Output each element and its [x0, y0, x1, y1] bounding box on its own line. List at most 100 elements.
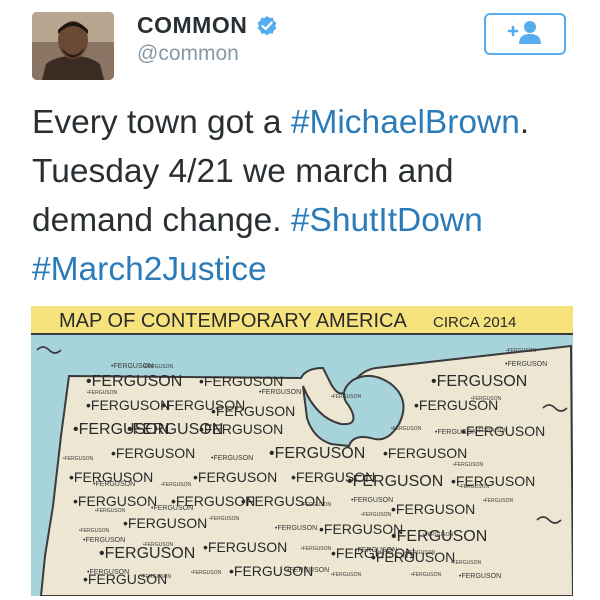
- ferguson-label-small: •FERGUSON: [275, 525, 317, 532]
- ferguson-label-large: •FERGUSON: [269, 445, 365, 462]
- ferguson-label-small: •FERGUSON: [351, 497, 393, 504]
- ferguson-label-small: •FERGUSON: [143, 364, 173, 370]
- ferguson-label-small: •FERGUSON: [301, 502, 331, 508]
- ferguson-label-large: •FERGUSON: [83, 571, 167, 587]
- ferguson-label-large: •FERGUSON: [431, 373, 527, 390]
- tweet-text-line: demand change. #ShutItDown: [32, 196, 572, 245]
- tweet-text-line: Every town got a #MichaelBrown.: [32, 98, 572, 147]
- author-name[interactable]: COMMON: [137, 12, 248, 38]
- tweet-header: COMMON @common: [0, 0, 600, 90]
- ferguson-label-large: •FERGUSON: [86, 373, 182, 390]
- ferguson-label-small: •FERGUSON: [483, 498, 513, 504]
- hashtag-link[interactable]: #MichaelBrown: [290, 104, 520, 141]
- ferguson-label-large: •FERGUSON: [241, 493, 325, 509]
- ferguson-label-large: •FERGUSON: [391, 501, 475, 517]
- hashtag-link[interactable]: #March2Justice: [32, 251, 267, 288]
- ferguson-label-large: •FERGUSON: [331, 545, 415, 561]
- ferguson-label-large: •FERGUSON: [73, 421, 169, 438]
- author-handle[interactable]: @common: [137, 42, 239, 65]
- ferguson-label-large: •FERGUSON: [211, 403, 295, 419]
- ferguson-label-large: •FERGUSON: [199, 421, 283, 437]
- ferguson-label-large: •FERGUSON: [383, 445, 467, 461]
- ferguson-label-small: •FERGUSON: [361, 512, 391, 518]
- follow-user-plus-icon: [505, 19, 545, 50]
- ferguson-label-small: •FERGUSON: [211, 455, 253, 462]
- ferguson-label-small: •FERGUSON: [301, 546, 331, 552]
- tweet-media-map[interactable]: MAP OF CONTEMPORARY AMERICA CIRCA 2014 •…: [31, 306, 573, 596]
- ferguson-label-large: •FERGUSON: [414, 397, 498, 413]
- ferguson-label-small: •FERGUSON: [391, 426, 421, 432]
- ferguson-label-large: •FERGUSON: [193, 469, 277, 485]
- ferguson-label-small: •FERGUSON: [141, 574, 171, 580]
- ferguson-label-small: •FERGUSON: [405, 550, 435, 556]
- author-name-row: COMMON: [137, 12, 278, 39]
- tweet-text-line: Tuesday 4/21 we march and: [32, 147, 572, 196]
- great-lakes: [302, 374, 405, 448]
- ferguson-label-large: •FERGUSON: [319, 521, 403, 537]
- ferguson-label-large: •FERGUSON: [291, 469, 375, 485]
- ferguson-label-small: •FERGUSON: [355, 547, 397, 554]
- map-cartoon: MAP OF CONTEMPORARY AMERICA CIRCA 2014 •…: [31, 306, 573, 596]
- ferguson-label-small: •FERGUSON: [411, 572, 441, 578]
- ferguson-label-small: •FERGUSON: [83, 537, 125, 544]
- ferguson-label-large: •FERGUSON: [451, 473, 535, 489]
- ferguson-label-small: •FERGUSON: [161, 482, 191, 488]
- hashtag-link[interactable]: #ShutItDown: [290, 202, 483, 239]
- tweet-text-segment: demand change.: [32, 202, 291, 239]
- ferguson-label-small: •FERGUSON: [93, 481, 135, 488]
- ferguson-label-large: •FERGUSON: [391, 528, 487, 545]
- ferguson-labels: •FERGUSON •FERGUSON•FERGUSON•FERGUSON•FER…: [63, 348, 547, 587]
- ferguson-label-large: •FERGUSON: [371, 549, 455, 565]
- tweet-text-segment: Every town got a: [32, 104, 291, 141]
- ferguson-label-small: •FERGUSON: [505, 361, 547, 368]
- ferguson-label-small: •FERGUSON: [453, 462, 483, 468]
- map-title-suffix: CIRCA 2014: [433, 314, 516, 331]
- verified-badge-icon: [256, 15, 278, 37]
- ferguson-label-large: •FERGUSON: [111, 445, 195, 461]
- ferguson-label-small: •FERGUSON: [477, 428, 507, 434]
- follow-button[interactable]: [484, 13, 566, 55]
- ferguson-label-large: •FERGUSON: [123, 515, 207, 531]
- ferguson-label-small: •FERGUSON: [259, 389, 301, 396]
- wave-mark: [36, 346, 62, 354]
- ferguson-label-small: •FERGUSON: [459, 573, 501, 580]
- map-title: MAP OF CONTEMPORARY AMERICA: [59, 310, 408, 332]
- tweet-text-line: #March2Justice: [32, 245, 572, 294]
- ferguson-label-small: •FERGUSON: [435, 429, 477, 436]
- ferguson-label-large: •FERGUSON: [127, 421, 223, 438]
- ferguson-label-small: •FERGUSON: [287, 567, 329, 574]
- ferguson-label-small: •FERGUSON: [63, 456, 93, 462]
- wave-mark: [536, 516, 562, 524]
- ferguson-label-large: •FERGUSON: [73, 493, 157, 509]
- ferguson-label-small: •FERGUSON: [95, 508, 125, 514]
- ferguson-label-large: •FERGUSON: [69, 469, 153, 485]
- ferguson-label-large: •FERGUSON: [199, 373, 283, 389]
- map-title-band: [31, 306, 573, 334]
- ferguson-label-large: •FERGUSON: [99, 545, 195, 562]
- ferguson-label-large: •FERGUSON: [203, 539, 287, 555]
- ferguson-label-small: •FERGUSON: [143, 542, 173, 548]
- ferguson-label-small: •FERGUSON: [459, 484, 489, 490]
- wave-mark: [542, 404, 568, 412]
- ferguson-label-small: •FERGUSON: [331, 394, 361, 400]
- ferguson-label-large: •FERGUSON: [171, 493, 255, 509]
- ferguson-label-small: •FERGUSON: [111, 363, 153, 370]
- ferguson-label-small: •FERGUSON: [87, 569, 129, 576]
- ferguson-label-small: •FERGUSON: [191, 570, 221, 576]
- ferguson-label-small: •FERGUSON: [451, 560, 481, 566]
- ferguson-label-small: •FERGUSON: [151, 505, 193, 512]
- avatar[interactable]: [32, 12, 114, 80]
- tweet-text-segment: Tuesday 4/21 we march and: [32, 153, 454, 190]
- ferguson-label-small: •FERGUSON: [87, 390, 117, 396]
- tweet-text: Every town got a #MichaelBrown. Tuesday 4…: [32, 98, 572, 294]
- ferguson-label-large: •FERGUSON: [86, 397, 170, 413]
- ferguson-label-large: •FERGUSON: [347, 473, 443, 490]
- ferguson-label-small: •FERGUSON: [79, 528, 109, 534]
- ferguson-label-small: •FERGUSON: [506, 348, 536, 354]
- tweet-text-segment: .: [519, 104, 530, 141]
- ferguson-label-large: •FERGUSON: [461, 423, 545, 439]
- ferguson-label-small: •FERGUSON: [209, 516, 239, 522]
- ferguson-label-small: •FERGUSON: [331, 572, 361, 578]
- ferguson-label-small: •FERGUSON: [471, 396, 501, 402]
- ferguson-label-small: •FERGUSON: [423, 532, 453, 538]
